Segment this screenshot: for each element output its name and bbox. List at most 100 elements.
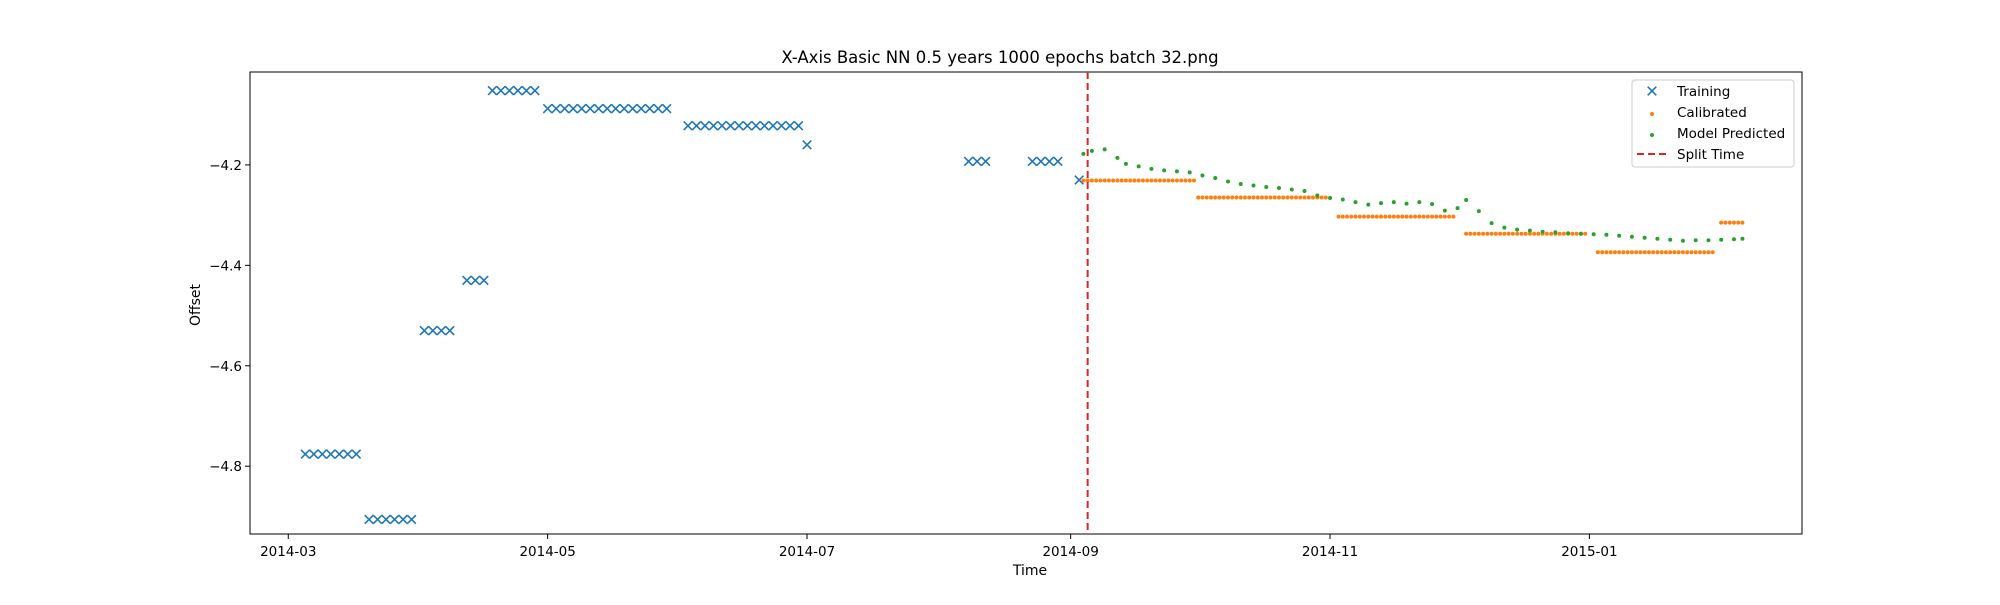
training-point: [1044, 156, 1055, 167]
x-tick-label: 2014-11: [1302, 544, 1358, 560]
calibrated-point: [1451, 214, 1456, 219]
calibrated-point: [1111, 178, 1116, 183]
predicted-point: [1527, 228, 1532, 233]
calibrated-point: [1634, 250, 1639, 255]
calibrated-point: [1157, 178, 1162, 183]
calibrated-point: [1621, 250, 1626, 255]
calibrated-point: [1532, 231, 1537, 236]
calibrated-point: [1536, 231, 1541, 236]
calibrated-point: [1680, 250, 1685, 255]
calibrated-point: [1383, 214, 1388, 219]
calibrated-point: [1519, 231, 1524, 236]
calibrated-point: [1259, 195, 1264, 200]
calibrated-point: [1128, 178, 1133, 183]
calibrated-point: [1085, 178, 1090, 183]
calibrated-point: [1247, 195, 1252, 200]
training-point: [325, 449, 336, 460]
predicted-point: [1629, 234, 1634, 239]
x-tick-label: 2014-09: [1042, 544, 1098, 560]
calibrated-point: [1302, 195, 1307, 200]
calibrated-point: [1379, 214, 1384, 219]
calibrated-point: [1561, 231, 1566, 236]
training-point: [568, 103, 579, 114]
legend-label: Split Time: [1677, 147, 1744, 163]
training-point: [478, 275, 489, 286]
training-point: [551, 103, 562, 114]
training-point: [683, 120, 693, 131]
calibrated-point: [1357, 214, 1362, 219]
calibrated-point: [1544, 231, 1549, 236]
calibrated-point: [1281, 195, 1286, 200]
calibrated-point: [1723, 220, 1728, 225]
training-point: [427, 325, 438, 336]
predicted-point: [1379, 201, 1384, 206]
predicted-point: [1340, 197, 1345, 202]
predicted-point: [1740, 236, 1745, 241]
calibrated-point: [1600, 250, 1605, 255]
calibrated-point: [1366, 214, 1371, 219]
calibrated-point: [1408, 214, 1413, 219]
calibrated-point: [1468, 231, 1473, 236]
predicted-point: [1251, 183, 1256, 188]
calibrated-point: [1549, 231, 1554, 236]
training-point: [963, 156, 974, 167]
training-point: [691, 120, 702, 131]
training-point: [530, 85, 540, 96]
training-point: [436, 325, 447, 336]
calibrated-point: [1719, 220, 1724, 225]
calibrated-point: [1102, 178, 1107, 183]
calibrated-point: [1693, 250, 1698, 255]
predicted-point: [1591, 232, 1596, 237]
predicted-point: [1553, 230, 1558, 235]
y-tick-label: −4.2: [209, 158, 242, 174]
calibrated-point: [1187, 178, 1192, 183]
legend-marker-calibrated: [1650, 112, 1654, 116]
training-point: [406, 514, 417, 525]
calibrated-point: [1255, 195, 1260, 200]
calibrated-point: [1289, 195, 1294, 200]
calibrated-point: [1430, 214, 1435, 219]
y-tick-label: −4.6: [209, 359, 242, 375]
training-point: [593, 103, 604, 114]
x-tick-label: 2015-01: [1561, 544, 1617, 560]
training-point: [700, 120, 710, 131]
legend-box: [1631, 79, 1795, 168]
calibrated-point: [1604, 250, 1609, 255]
calibrated-point: [1345, 214, 1350, 219]
predicted-point: [1404, 201, 1409, 206]
training-point: [504, 85, 515, 96]
training-point: [742, 120, 753, 131]
predicted-point: [1391, 200, 1396, 205]
predicted-point: [1680, 238, 1685, 243]
calibrated-point: [1574, 231, 1579, 236]
predicted-point: [1366, 202, 1371, 207]
calibrated-point: [1498, 231, 1503, 236]
calibrated-point: [1149, 178, 1154, 183]
calibrated-point: [1353, 214, 1358, 219]
training-point: [334, 449, 345, 460]
calibrated-point: [1272, 195, 1277, 200]
y-tick-label: −4.4: [209, 258, 242, 274]
calibrated-point: [1485, 231, 1490, 236]
training-point: [627, 103, 638, 114]
calibrated-point: [1094, 178, 1099, 183]
calibrated-point: [1213, 195, 1218, 200]
calibrated-point: [1298, 195, 1303, 200]
predicted-point: [1136, 164, 1141, 169]
training-point: [768, 120, 778, 131]
training-point: [559, 103, 570, 114]
calibrated-point: [1251, 195, 1256, 200]
predicted-point: [1081, 151, 1086, 156]
predicted-point: [1238, 181, 1243, 186]
calibrated-point: [1170, 178, 1175, 183]
calibrated-point: [1132, 178, 1137, 183]
training-point: [372, 514, 383, 525]
calibrated-point: [1294, 195, 1299, 200]
predicted-point: [1430, 202, 1435, 207]
predicted-point: [1668, 237, 1673, 242]
calibrated-point: [1306, 195, 1311, 200]
predicted-point: [1693, 238, 1698, 243]
calibrated-point: [1608, 250, 1613, 255]
legend-marker-training: [1647, 86, 1657, 96]
